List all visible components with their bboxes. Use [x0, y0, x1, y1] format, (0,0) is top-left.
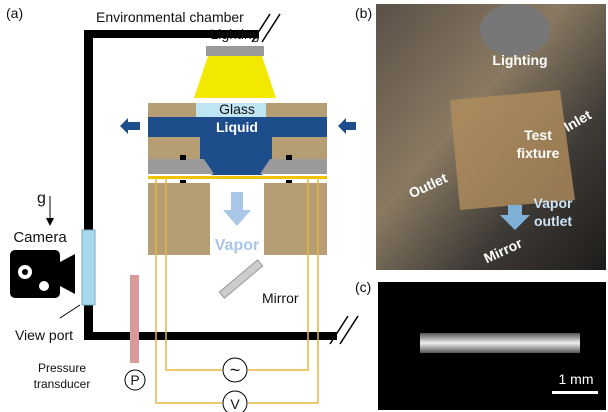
panel-b: (b) Lighting Test fixture Inlet Outlet V… [355, 4, 606, 270]
view-port [82, 230, 95, 305]
panel-label: (b) [355, 5, 372, 21]
bright-strip [420, 333, 580, 353]
transducer-label: Pressure [38, 361, 86, 375]
scale-label: 1 mm [559, 371, 594, 387]
pressure-transducer [130, 275, 139, 363]
photo-label: Vapor [534, 195, 573, 211]
vapor-label: Vapor [215, 237, 259, 254]
vapor-arrow [223, 192, 251, 226]
flow-arrow [338, 118, 356, 134]
panel-label: (c) [355, 279, 371, 295]
gravity-arrow-head [46, 218, 54, 226]
view-port-label: View port [15, 327, 73, 343]
photo-label: Lighting [492, 52, 547, 68]
voltmeter-label: V [230, 396, 240, 412]
camera-icon [10, 250, 75, 298]
scale-bar [552, 391, 598, 394]
panel-label: (a) [6, 5, 23, 21]
photo-label: outlet [534, 213, 572, 229]
photo-label: fixture [517, 145, 560, 161]
transducer-label: transducer [34, 377, 91, 391]
mirror-label: Mirror [262, 290, 299, 306]
photo-lamp [480, 4, 550, 56]
camera-label: Camera [13, 229, 67, 246]
chamber-label: Environmental chamber [96, 9, 244, 25]
lamp [194, 46, 276, 98]
photo-label: Test [524, 127, 552, 143]
gravity-label: g [37, 190, 46, 207]
gauge-label: P [130, 372, 139, 388]
flow-arrow [120, 118, 140, 134]
figure: (a) Environmental chamber Lighting [0, 0, 608, 412]
page: {"panel_a": {"label": "(a)", "chamber": … [0, 0, 608, 412]
glass-label: Glass [219, 101, 255, 117]
ac-label: ~ [230, 360, 241, 380]
liquid-label: Liquid [216, 119, 258, 135]
lighting-label: Lighting [210, 26, 259, 42]
panel-a: (a) Environmental chamber Lighting [6, 5, 358, 412]
pointer [60, 305, 80, 318]
mirror [219, 260, 262, 298]
panel-c: (c) 1 mm [355, 279, 606, 410]
